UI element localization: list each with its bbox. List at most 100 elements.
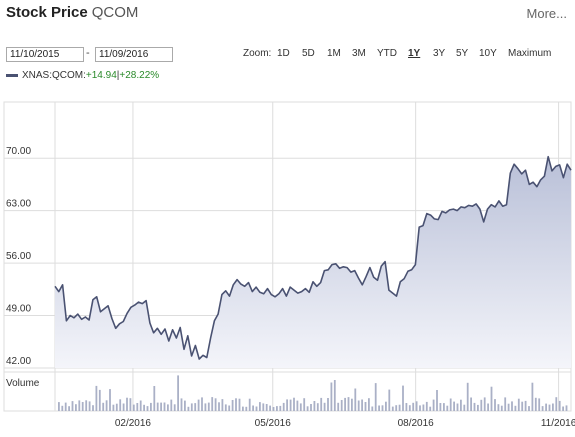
- volume-bar: [235, 398, 237, 411]
- volume-bar: [255, 406, 258, 411]
- zoom-1y[interactable]: 1Y: [408, 48, 421, 59]
- volume-bar: [224, 404, 227, 411]
- volume-bar: [408, 405, 411, 411]
- volume-bar: [316, 403, 319, 411]
- volume-bar: [357, 400, 360, 411]
- y-tick-label: 56.00: [6, 251, 31, 262]
- zoom-maximum[interactable]: Maximum: [508, 48, 552, 59]
- volume-bar: [327, 398, 329, 411]
- volume-bar: [136, 403, 139, 411]
- volume-bar: [432, 399, 435, 411]
- volume-bar: [64, 402, 67, 411]
- volume-bar: [364, 402, 367, 411]
- volume-bar: [214, 398, 217, 411]
- volume-bar: [122, 403, 125, 411]
- volume-bar: [340, 400, 343, 411]
- volume-bar: [286, 399, 288, 411]
- volume-bar: [504, 397, 507, 411]
- volume-bar: [402, 385, 404, 411]
- end-date-input[interactable]: [95, 47, 173, 62]
- x-tick-label: 11/2016: [541, 418, 575, 429]
- volume-bar: [119, 399, 122, 411]
- volume-bar: [167, 404, 169, 411]
- volume-bar: [272, 407, 275, 411]
- volume-bar: [330, 382, 333, 411]
- volume-bar: [231, 400, 234, 411]
- volume-bar: [109, 389, 111, 411]
- zoom-5y[interactable]: 5Y: [456, 48, 469, 59]
- volume-bar: [276, 406, 278, 411]
- zoom-5d[interactable]: 5D: [302, 48, 315, 59]
- volume-bar: [395, 405, 398, 411]
- volume-bar: [463, 404, 466, 411]
- volume-bar: [211, 397, 214, 411]
- zoom-3y[interactable]: 3Y: [433, 48, 446, 59]
- volume-bar: [112, 404, 115, 411]
- volume-bar: [194, 403, 197, 411]
- volume-bar: [405, 403, 408, 411]
- volume-bar: [190, 403, 193, 411]
- volume-bar: [129, 398, 132, 411]
- price-line: [54, 155, 572, 360]
- volume-bar: [163, 402, 166, 411]
- y-tick-label: 63.00: [6, 199, 31, 210]
- volume-bar: [562, 406, 564, 411]
- volume-bar: [156, 402, 159, 411]
- x-axis: 02/2016 05/2016 08/2016 11/2016: [115, 418, 575, 429]
- zoom-1d[interactable]: 1D: [277, 48, 290, 59]
- volume-bar: [558, 400, 561, 411]
- volume-bar: [500, 405, 503, 411]
- volume-bar: [105, 400, 108, 411]
- volume-bar: [173, 404, 176, 411]
- zoom-3m[interactable]: 3M: [352, 48, 366, 59]
- volume-bar: [207, 402, 210, 411]
- volume-bar: [201, 397, 203, 411]
- price-area: [55, 156, 571, 368]
- volume-bar: [347, 397, 350, 411]
- legend-change-pct: +28.22%: [119, 70, 160, 81]
- volume-bar: [303, 398, 306, 411]
- volume-bar: [75, 404, 77, 411]
- volume-bar: [102, 402, 105, 411]
- volume-bar: [333, 380, 336, 411]
- zoom-1m[interactable]: 1M: [327, 48, 341, 59]
- volume-bar: [443, 403, 445, 411]
- volume-bar: [95, 385, 98, 411]
- volume-bar: [351, 398, 353, 411]
- volume-bar: [368, 398, 370, 411]
- start-date-input[interactable]: [6, 47, 84, 62]
- volume-bar: [531, 382, 534, 411]
- volume-bar: [470, 397, 472, 411]
- volume-bar: [545, 403, 547, 411]
- zoom-ytd[interactable]: YTD: [377, 48, 397, 59]
- volume-bar: [487, 403, 489, 411]
- volume-bar: [398, 404, 401, 411]
- volume-bar: [371, 406, 374, 411]
- volume-bar: [514, 405, 517, 411]
- volume-bar: [381, 405, 384, 411]
- volume-bar: [299, 403, 302, 411]
- volume-bar: [453, 401, 455, 411]
- more-link[interactable]: More...: [526, 6, 567, 21]
- volume-bar: [78, 400, 81, 411]
- volume-bar: [132, 404, 135, 411]
- volume-bar: [456, 403, 459, 411]
- volume-bar: [139, 400, 142, 411]
- volume-bar: [483, 397, 486, 411]
- zoom-10y[interactable]: 10Y: [479, 48, 497, 59]
- volume-bar: [344, 397, 346, 411]
- volume-bar: [466, 382, 469, 411]
- volume-bar: [228, 405, 231, 411]
- volume-bar: [391, 406, 394, 411]
- volume-bar: [517, 398, 520, 411]
- volume-bar: [511, 401, 513, 411]
- volume-bar: [422, 404, 425, 411]
- volume-bar: [320, 397, 323, 411]
- volume-bar: [92, 405, 94, 411]
- volume-bar: [521, 401, 524, 411]
- volume-bar: [265, 404, 268, 411]
- x-tick-label: 08/2016: [398, 418, 435, 429]
- volume-bar: [85, 400, 88, 411]
- volume-bar: [507, 403, 510, 411]
